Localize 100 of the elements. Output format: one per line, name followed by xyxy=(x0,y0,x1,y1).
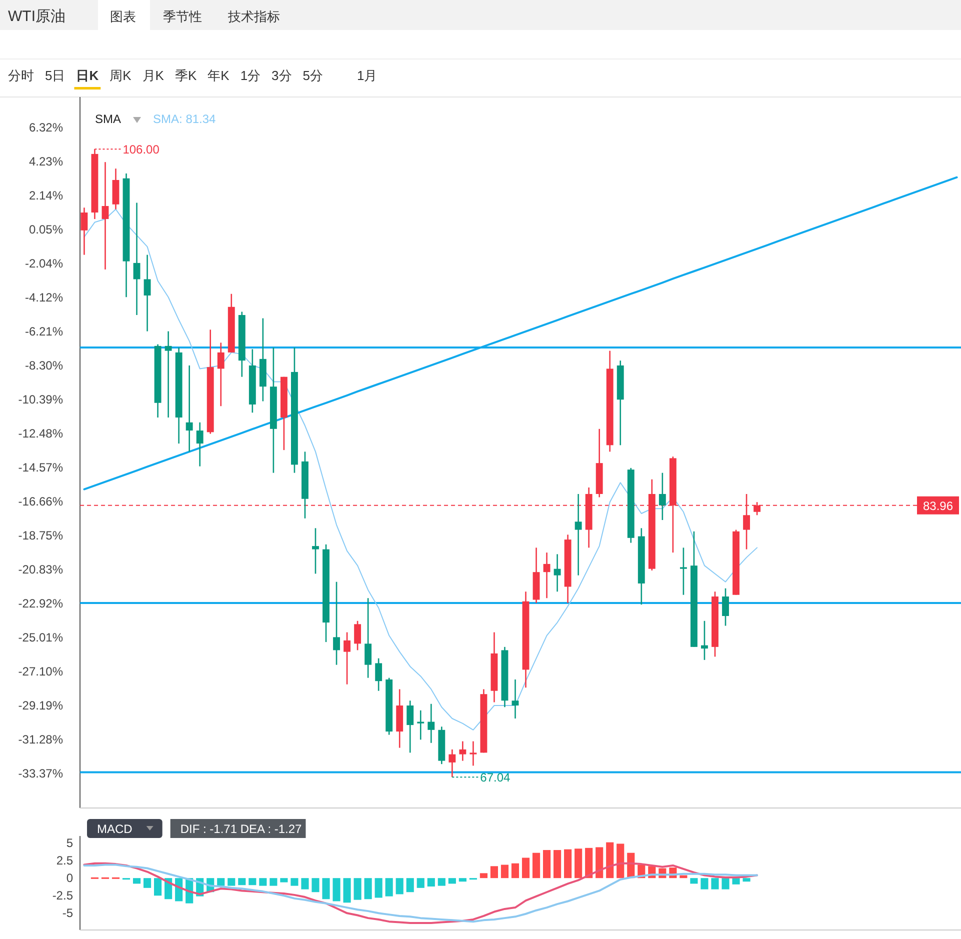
bar xyxy=(259,878,267,886)
text: 日K xyxy=(76,68,100,83)
text: 季K xyxy=(174,68,197,83)
y-tick-label: -8.30% xyxy=(24,358,64,372)
text: 季节性 xyxy=(163,9,202,24)
y-tick-label: -12.48% xyxy=(18,426,64,440)
annotation: DIF : -1.71 DEA : -1.27 xyxy=(180,822,302,836)
y-tick-label: -33.37% xyxy=(18,766,64,780)
text: 3分 xyxy=(272,68,292,83)
bar xyxy=(448,878,456,884)
y-tick-label: -6.21% xyxy=(24,324,64,338)
annotation: 67.04 xyxy=(480,770,511,785)
candlestick xyxy=(186,364,193,452)
text: 图表 xyxy=(110,9,136,24)
candlestick xyxy=(406,700,414,754)
bar xyxy=(248,878,256,886)
bar xyxy=(543,850,551,878)
y-tick-label: -20.83% xyxy=(18,562,64,576)
candlestick xyxy=(196,422,204,467)
candlestick xyxy=(364,597,372,678)
candlestick xyxy=(144,254,151,332)
text: 1月 xyxy=(357,68,378,83)
bar xyxy=(480,873,488,878)
y-tick-label: 2.14% xyxy=(28,188,64,203)
annotation: MACD xyxy=(97,822,133,836)
candlestick xyxy=(344,632,351,685)
y-tick-label: -18.75% xyxy=(18,528,64,542)
candlestick xyxy=(701,620,708,661)
text: SMA: 81.34 xyxy=(153,112,216,126)
y-tick-label: 5 xyxy=(66,836,74,850)
bar xyxy=(585,848,593,878)
bar xyxy=(742,878,750,882)
candlestick xyxy=(448,748,456,778)
y-tick-label: -31.28% xyxy=(18,732,64,746)
y-tick-label: -5 xyxy=(62,906,74,920)
bar xyxy=(700,878,708,890)
bar xyxy=(522,858,530,878)
bar xyxy=(438,878,446,886)
bar xyxy=(511,863,520,878)
bar xyxy=(270,878,278,886)
text: 周K xyxy=(110,68,132,83)
bar xyxy=(280,878,288,882)
candlestick xyxy=(543,552,550,599)
y-tick-label: -4.12% xyxy=(24,290,64,304)
bar xyxy=(144,878,152,888)
bar xyxy=(722,878,730,890)
bar xyxy=(554,850,562,878)
bar xyxy=(154,878,162,896)
bar xyxy=(332,878,340,902)
y-tick-label: -14.57% xyxy=(18,460,64,474)
bar xyxy=(406,878,414,892)
bar xyxy=(312,878,320,892)
candlestick xyxy=(217,342,224,407)
text: 分时 xyxy=(8,68,34,83)
bar xyxy=(532,852,540,878)
text: 5日 xyxy=(45,68,66,83)
bar xyxy=(606,842,614,878)
y-tick-label: 0.05% xyxy=(28,222,64,237)
bar xyxy=(564,849,572,878)
bar xyxy=(711,878,719,890)
annotation: SMA xyxy=(95,112,122,126)
bar xyxy=(343,878,351,903)
y-tick-label: -2.5 xyxy=(52,888,74,903)
y-tick-label: 0 xyxy=(66,871,74,886)
bar xyxy=(290,878,298,886)
bar xyxy=(364,878,372,900)
candlestick xyxy=(80,206,88,256)
text: 1分 xyxy=(240,68,261,83)
text: 月K xyxy=(142,68,164,83)
candlestick xyxy=(554,554,561,592)
candlestick xyxy=(459,740,466,762)
candlestick xyxy=(417,710,424,740)
y-tick-label: -29.19% xyxy=(18,698,64,712)
candlestick xyxy=(333,581,340,666)
bar xyxy=(490,866,498,878)
bar xyxy=(132,878,141,884)
y-tick-label: 6.32% xyxy=(28,120,64,135)
y-tick-label: -27.10% xyxy=(18,664,64,678)
bar xyxy=(301,878,309,890)
bar xyxy=(596,847,604,878)
bar xyxy=(374,878,382,898)
bar xyxy=(458,878,466,882)
y-tick-label: -2.04% xyxy=(24,256,64,271)
y-tick-label: 2.5 xyxy=(56,854,74,868)
line-series xyxy=(83,176,958,490)
text: WTI原油 xyxy=(8,8,66,25)
candlestick xyxy=(470,740,477,766)
bar xyxy=(416,878,424,888)
candlestick xyxy=(512,678,519,720)
bar xyxy=(385,878,393,896)
bar xyxy=(732,878,740,884)
y-tick-label: -25.01% xyxy=(18,630,64,644)
candlestick xyxy=(574,493,582,576)
candlestick xyxy=(312,528,319,574)
bar xyxy=(500,864,509,878)
bar xyxy=(322,878,330,900)
bar xyxy=(427,878,435,887)
candlestick xyxy=(428,703,435,744)
candlestick xyxy=(722,588,729,626)
candlestick xyxy=(375,658,382,692)
